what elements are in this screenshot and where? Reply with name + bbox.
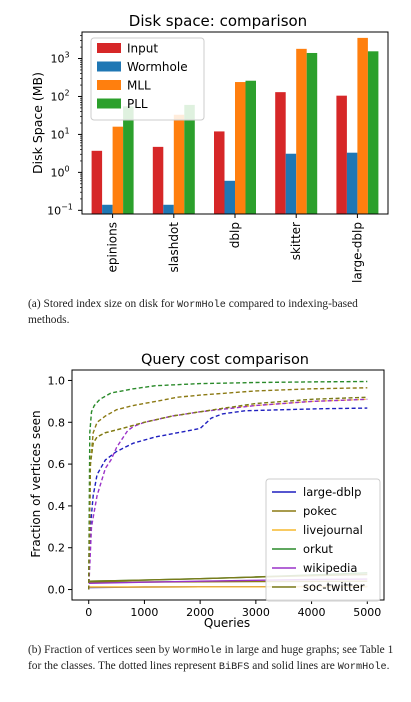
y-tick-label: 1.0: [48, 374, 66, 387]
x-tick-label: 5000: [353, 606, 381, 619]
legend-label: orkut: [303, 542, 333, 556]
line-soc-twitter-dashed: [88, 396, 368, 590]
line-pokec-dashed: [88, 387, 368, 590]
legend-label: Wormhole: [127, 60, 188, 74]
x-tick-label: large-dblp: [350, 222, 364, 283]
bar-input-dblp: [214, 131, 225, 214]
disk-space-chart: Disk space: comparison Disk Space (MB) 1…: [30, 12, 389, 283]
bar-wormhole-large-dblp: [346, 152, 358, 214]
line-large-dblp-dashed: [88, 407, 368, 590]
y-axis-label: Fraction of vertices seen: [29, 410, 43, 557]
legend-swatch-mll: [97, 80, 121, 90]
bar-input-skitter: [275, 92, 286, 214]
y-axis-label: Disk Space (MB): [30, 72, 45, 174]
x-tick-label: 3000: [242, 606, 270, 619]
legend-label: livejournal: [303, 523, 363, 537]
bar-pll-epinions: [123, 106, 134, 214]
legend-label: Input: [127, 42, 158, 56]
chart-title: Query cost comparison: [141, 352, 309, 368]
bar-wormhole-skitter: [285, 153, 297, 214]
y-tick-label: 100: [50, 164, 69, 179]
bar-input-large-dblp: [336, 95, 347, 214]
x-tick-label: epinions: [106, 222, 120, 272]
legend-label: PLL: [127, 97, 148, 111]
x-tick-label: skitter: [289, 222, 303, 260]
y-tick-label: 0.0: [48, 584, 66, 597]
x-tick-label: 2000: [186, 606, 214, 619]
bar-mll-skitter: [296, 48, 307, 214]
x-tick-label: slashdot: [167, 222, 181, 273]
bar-wormhole-dblp: [224, 180, 235, 214]
y-tick-label: 0.4: [48, 500, 66, 513]
y-tick-label: 101: [50, 126, 69, 141]
x-axis-label: Queries: [204, 616, 250, 630]
legend-label: soc-twitter: [303, 580, 365, 594]
bar-pll-skitter: [306, 52, 318, 214]
bar-mll-epinions: [112, 126, 124, 214]
caption-b: (b) Fraction of vertices seen by WormHol…: [28, 644, 394, 673]
bar-wormhole-slashdot: [163, 204, 174, 214]
bar-input-epinions: [91, 150, 103, 214]
bar-pll-slashdot: [184, 104, 195, 214]
legend-label: wikipedia: [303, 561, 357, 575]
chart-title: Disk space: comparison: [129, 12, 307, 30]
legend-swatch-wormhole: [97, 61, 121, 72]
x-tick-label: 0: [85, 606, 92, 619]
y-tick-label: 0.8: [48, 416, 66, 429]
legend-box: [265, 478, 381, 602]
bar-mll-large-dblp: [357, 37, 368, 214]
plot-frame: [71, 369, 385, 601]
x-tick-label: 1000: [130, 606, 158, 619]
bar-pll-large-dblp: [367, 51, 379, 215]
legend-label: large-dblp: [303, 485, 361, 499]
legend-swatch-input: [97, 43, 121, 53]
query-cost-chart: Query cost comparison Fraction of vertic…: [29, 352, 385, 630]
y-tick-label: 0.2: [48, 542, 66, 555]
y-tick-label: 102: [50, 88, 69, 103]
legend-swatch-pll: [97, 98, 121, 109]
y-tick-label: 10−1: [47, 202, 73, 217]
y-tick-label: 103: [50, 51, 69, 66]
line-wikipedia-dashed: [88, 398, 368, 590]
bar-wormhole-epinions: [102, 204, 113, 214]
caption-a: (a) Stored index size on disk for WormHo…: [28, 298, 358, 326]
line-orkut-dashed: [88, 380, 368, 590]
bar-pll-dblp: [245, 80, 256, 214]
bar-mll-slashdot: [173, 114, 185, 214]
legend-label: pokec: [303, 504, 337, 518]
bar-mll-dblp: [235, 82, 246, 214]
x-tick-label: dblp: [228, 222, 242, 248]
y-tick-label: 0.6: [48, 458, 66, 471]
legend-label: MLL: [127, 79, 151, 93]
x-tick-label: 4000: [298, 606, 326, 619]
bar-input-slashdot: [152, 146, 164, 214]
